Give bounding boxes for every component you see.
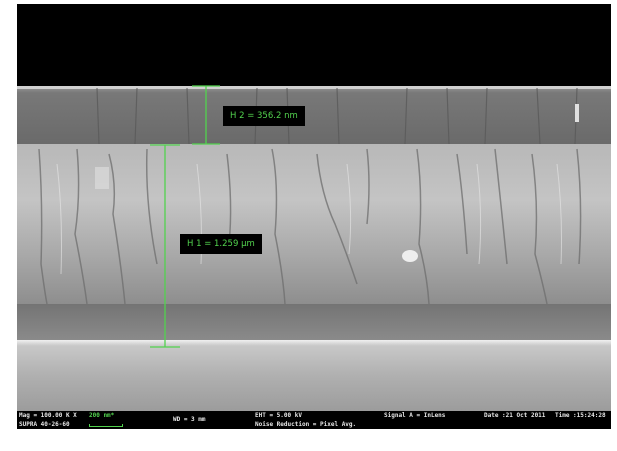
bottom-layer (17, 144, 611, 304)
h2-measurement-label: H 2 = 356.2 nm (223, 106, 305, 126)
vacuum-background (17, 4, 611, 86)
scale-bar (89, 424, 123, 427)
scale-bar-label: 200 nm* (89, 412, 115, 419)
date-text: Date :21 Oct 2011 (484, 412, 546, 419)
surface-fragment (575, 104, 579, 122)
sem-micrograph: H 2 = 356.2 nm H 1 = 1.259 µm Mag = 100.… (17, 4, 611, 429)
measurement-lines (150, 85, 220, 348)
time-text: Time :15:24:28 (555, 412, 606, 419)
sem-info-bar: Mag = 100.00 K X 200 nm* SUPRA 40-26-60 … (17, 411, 611, 429)
working-distance-text: WD = 3 mm (173, 416, 206, 423)
interface-band (17, 304, 611, 340)
particle (402, 250, 418, 262)
top-surface-edge (17, 86, 611, 89)
noise-reduction-text: Noise Reduction = Pixel Avg. (255, 421, 357, 428)
top-layer (17, 86, 611, 144)
columnar-grain-boundaries (38, 148, 582, 305)
sem-cross-section-image (17, 4, 611, 411)
instrument-text: SUPRA 40-26-60 (19, 421, 70, 428)
fracture-fragment (95, 167, 109, 189)
substrate (17, 340, 611, 411)
h1-measurement-label: H 1 = 1.259 µm (180, 234, 262, 254)
magnification-text: Mag = 100.00 K X (19, 412, 77, 419)
signal-text: Signal A = InLens (384, 412, 446, 419)
eht-text: EHT = 5.00 kV (255, 412, 302, 419)
